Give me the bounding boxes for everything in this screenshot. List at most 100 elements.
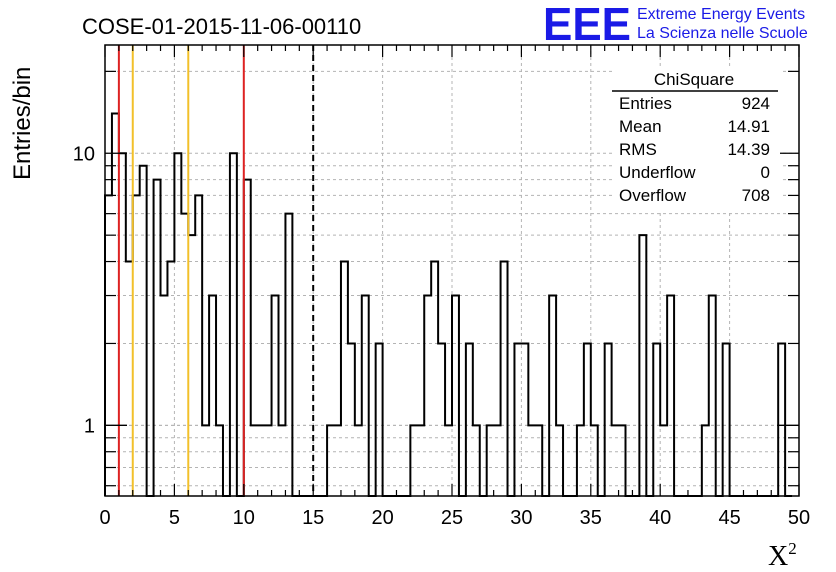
histogram-bin <box>424 296 431 496</box>
histogram-bin <box>161 296 168 496</box>
reference-lines <box>117 45 315 496</box>
histogram-bin <box>244 180 251 496</box>
histogram-bin <box>285 214 292 496</box>
stats-box-background <box>612 68 780 213</box>
histogram-bin <box>709 296 716 496</box>
histogram-bin <box>119 153 126 496</box>
x-tick-label: 35 <box>580 507 602 529</box>
histogram-bin <box>702 425 709 496</box>
stats-row-label: Overflow <box>619 186 687 205</box>
histogram-bin <box>438 343 445 496</box>
stats-row-value: 924 <box>742 94 770 113</box>
histogram-bin <box>653 343 660 496</box>
x-tick-label: 5 <box>169 507 180 529</box>
stats-box-title: ChiSquare <box>654 70 734 89</box>
stats-row-label: RMS <box>619 140 657 159</box>
x-tick-label: 10 <box>233 507 255 529</box>
stats-row-label: Entries <box>619 94 672 113</box>
histogram-outline <box>104 112 793 497</box>
x-tick-label: 50 <box>788 507 810 529</box>
x-tick-label: 25 <box>441 507 463 529</box>
stats-row-value: 14.39 <box>727 140 770 159</box>
x-axis-label-main: X <box>768 541 788 572</box>
histogram-bin <box>265 425 272 496</box>
histogram-bin <box>612 425 619 496</box>
histogram-bin <box>466 343 473 496</box>
histogram-bin <box>272 296 279 496</box>
histogram-bin <box>549 296 556 496</box>
x-axis-label: X2 <box>768 539 797 572</box>
stats-row-value: 14.91 <box>727 117 770 136</box>
stats-box: ChiSquare Entries 924 Mean 14.91 RMS 14.39 Und… <box>612 68 780 213</box>
histogram-bin <box>584 343 591 496</box>
histogram-bin <box>105 195 112 496</box>
histogram-bin <box>723 343 730 496</box>
stats-row-value: 0 <box>761 163 770 182</box>
histogram-bin <box>355 425 362 496</box>
histogram-bin <box>195 195 202 496</box>
x-tick-label: 45 <box>718 507 740 529</box>
y-tick-label: 1 <box>84 415 95 437</box>
histogram-bin <box>126 262 133 496</box>
histogram-bin <box>188 235 195 496</box>
histogram-bin <box>258 425 265 496</box>
stats-row-label: Mean <box>619 117 662 136</box>
y-tick-labels: 1 10 <box>73 143 95 437</box>
histogram-bin <box>362 296 369 496</box>
histogram-bin <box>279 425 286 496</box>
histogram-bin <box>528 425 535 496</box>
histogram-bin <box>154 180 161 496</box>
chart-title: COSE-01-2015-11-06-00110 <box>82 14 361 39</box>
histogram-bin <box>341 262 348 496</box>
histogram-bin <box>521 343 528 496</box>
histogram-bin <box>112 114 119 496</box>
histogram-bin <box>417 425 424 496</box>
histogram-bin <box>619 425 626 496</box>
x-tick-labels: 0 5 10 15 20 25 30 35 40 45 50 <box>99 507 810 529</box>
histogram-bin <box>133 195 140 496</box>
histogram-bin <box>445 425 452 496</box>
histogram-bin <box>639 235 646 496</box>
x-tick-label: 15 <box>302 507 324 529</box>
histogram-bin <box>667 296 674 496</box>
histogram-bin <box>501 262 508 496</box>
histogram-bin <box>327 425 334 496</box>
eee-logo-mark: EEE <box>543 0 631 50</box>
y-axis-label: Entries/bin <box>9 67 36 180</box>
histogram-bin <box>556 425 563 496</box>
histogram-bin <box>181 214 188 496</box>
histogram-bin <box>348 343 355 496</box>
x-tick-label: 30 <box>510 507 532 529</box>
histogram-bin <box>778 343 785 496</box>
axis-ticks <box>104 45 800 496</box>
histogram-bin <box>514 343 521 496</box>
histogram-bin <box>605 343 612 496</box>
histogram-bin <box>202 425 209 496</box>
logo-line-1: Extreme Energy Events <box>637 6 805 23</box>
histogram-bin <box>452 296 459 496</box>
x-tick-label: 0 <box>99 507 110 529</box>
histogram-bin <box>174 153 181 496</box>
histogram-bin <box>376 343 383 496</box>
histogram-bin <box>334 425 341 496</box>
histogram-bin <box>487 425 494 496</box>
histogram-bin <box>230 153 237 496</box>
eee-logo: EEE Extreme Energy Events La Scienza nel… <box>543 0 808 50</box>
histogram-bars <box>104 112 793 497</box>
histogram-bin <box>660 425 667 496</box>
histogram-bin <box>216 425 223 496</box>
stats-row-value: 708 <box>742 186 770 205</box>
histogram-bin <box>577 425 584 496</box>
x-axis-label-superscript: 2 <box>788 539 797 558</box>
histogram-bin <box>251 425 258 496</box>
histogram-bin <box>431 262 438 496</box>
histogram-bin <box>140 166 147 496</box>
histogram-bin <box>591 425 598 496</box>
histogram-bin <box>494 425 501 496</box>
histogram-bin <box>410 425 417 496</box>
histogram-bin <box>167 262 174 496</box>
x-tick-label: 40 <box>649 507 671 529</box>
stats-rows: Entries 924 Mean 14.91 RMS 14.39 Underflow 0 Ove… <box>619 94 770 205</box>
histogram-bin <box>535 425 542 496</box>
